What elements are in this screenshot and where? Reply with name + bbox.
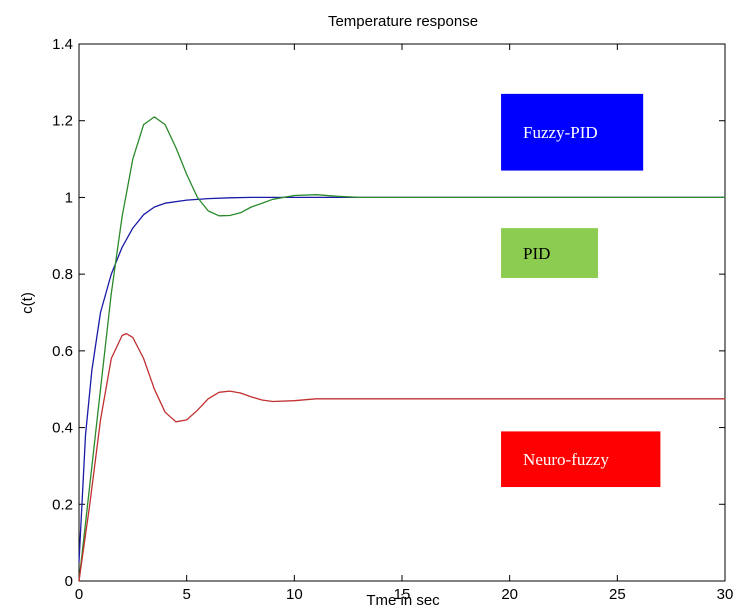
legend-box-fuzzy-pid [501, 93, 644, 171]
legend-label-fuzzy-pid: Fuzzy-PID [523, 123, 598, 142]
y-tick-label: 0 [65, 573, 73, 590]
x-tick-label: 5 [182, 586, 190, 603]
x-tick-label: 10 [286, 586, 303, 603]
legend-label-neuro-fuzzy: Neuro-fuzzy [523, 450, 609, 469]
chart-title: Temperature response [328, 13, 478, 30]
legend-box-neuro-fuzzy [501, 431, 661, 488]
x-tick-label: 20 [501, 586, 518, 603]
x-axis-label: Tme in sec [366, 592, 440, 609]
y-tick-label: 1.4 [52, 36, 73, 53]
y-tick-label: 0.4 [52, 420, 73, 437]
x-tick-label: 0 [75, 586, 83, 603]
legend-label-pid: PID [523, 244, 550, 263]
y-tick-label: 1.2 [52, 113, 73, 130]
series-line-neuro-fuzzy [78, 332, 726, 582]
x-tick-label: 25 [609, 586, 626, 603]
y-tick-label: 0.6 [52, 343, 73, 360]
series-line-pid [78, 116, 726, 582]
y-axis-label: c(t) [19, 292, 36, 314]
x-tick-label: 15 [394, 586, 411, 603]
x-tick-label: 30 [717, 586, 734, 603]
plot-area: 0 5 10 15 20 25 30 0 0.2 0.4 0.6 0.8 1 1.2 1.4 Fuzzy-PI… [52, 36, 733, 603]
y-tick-label: 0.8 [52, 266, 73, 283]
legend-box-pid [501, 228, 598, 278]
y-tick-label: 0.2 [52, 496, 73, 513]
series-line-fuzzy-pid [78, 196, 726, 563]
y-tick-label: 1 [65, 189, 73, 206]
